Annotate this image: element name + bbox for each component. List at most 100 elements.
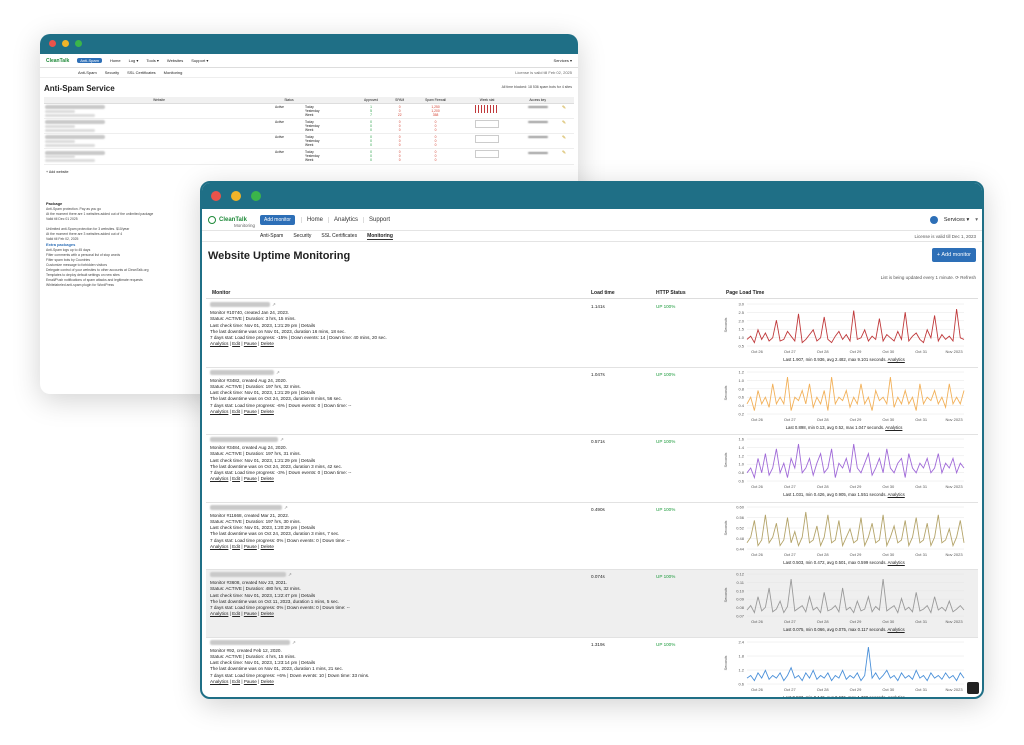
chart-analytics-link[interactable]: Analytics [887,492,905,498]
external-link-icon[interactable]: ↗ [288,572,292,577]
sfw-value[interactable]: 0 [434,120,437,125]
monitor-delete-link[interactable]: Delete [260,678,274,684]
spam-value[interactable]: 0 [398,150,401,155]
monitor-url[interactable]: ↗ [210,640,590,646]
spam-value[interactable]: 22 [397,113,402,117]
approved-value[interactable]: 0 [370,143,372,148]
site-name-blurred[interactable] [45,135,105,140]
external-link-icon[interactable]: ↗ [276,369,280,375]
external-link-icon[interactable]: ↗ [280,437,284,442]
pencil-icon[interactable]: ✎ [561,120,567,127]
back-product-pill[interactable]: Anti-Spam [77,58,102,63]
chart-analytics-link[interactable]: Analytics [887,627,905,633]
site-settings-blurred[interactable] [45,144,95,147]
back-tab[interactable]: SSL Certificates [127,70,156,75]
tab-anti-spam[interactable]: Anti-Spam [260,232,284,239]
menu-item-analytics[interactable]: Analytics [327,216,363,223]
approved-value[interactable]: 0 [370,139,372,144]
spam-value[interactable]: 0 [398,154,401,159]
col-monitor[interactable]: Monitor [212,290,231,296]
back-nav-item[interactable]: Log ▾ [128,58,139,63]
monitor-edit-link[interactable]: Edit [232,543,241,549]
site-name-blurred[interactable] [45,150,105,155]
monitor-analytics-link[interactable]: Analytics [210,678,229,684]
approved-value[interactable]: 0 [370,154,372,159]
sfw-value[interactable]: 0 [434,139,437,144]
approved-value[interactable]: 0 [370,158,372,163]
monitor-analytics-link[interactable]: Analytics [210,611,229,617]
monitor-delete-link[interactable]: Delete [260,543,274,549]
spam-value[interactable]: 0 [398,105,401,109]
sfw-value[interactable]: 1,200 [431,109,440,113]
back-nav-item[interactable]: Support ▾ [191,58,209,63]
approved-value[interactable]: 5 [370,109,372,113]
sfw-value[interactable]: 0 [434,135,437,140]
sfw-value[interactable]: 0 [434,124,437,129]
pencil-icon[interactable]: ✎ [561,135,567,142]
back-nav-item[interactable]: Home [109,58,121,63]
approved-value[interactable]: 0 [370,128,372,133]
chart-analytics-link[interactable]: Analytics [885,424,903,430]
monitor-pause-link[interactable]: Pause [243,341,257,347]
monitor-edit-link[interactable]: Edit [232,341,241,347]
monitor-analytics-link[interactable]: Analytics [210,543,229,549]
external-link-icon[interactable]: ↗ [292,639,296,645]
monitor-analytics-link[interactable]: Analytics [210,408,229,414]
back-services-menu[interactable]: Services ▾ [553,58,572,63]
spam-value[interactable]: 0 [398,128,401,133]
monitor-delete-link[interactable]: Delete [260,476,274,482]
maximize-dot[interactable] [251,191,261,201]
monitor-url-blurred[interactable] [210,572,286,578]
monitor-pause-link[interactable]: Pause [243,476,257,482]
approved-value[interactable]: 0 [370,124,372,129]
spam-value[interactable]: 0 [398,109,401,113]
add-website-link[interactable]: + Add website [46,169,69,174]
menu-item-home[interactable]: Home [300,216,328,223]
sfw-value[interactable]: 358 [432,113,439,117]
monitor-pause-link[interactable]: Pause [243,408,257,414]
monitor-pause-link[interactable]: Pause [243,611,257,617]
monitor-url-blurred[interactable] [210,504,282,510]
update-note[interactable]: List is being updated every 1 minute. ⟳ … [880,275,976,280]
back-tab[interactable]: Security [104,70,120,75]
minimize-dot[interactable] [62,40,69,47]
menu-item-support[interactable]: Support [363,216,395,223]
site-settings-blurred[interactable] [45,128,95,132]
sfw-value[interactable]: 0 [434,158,437,163]
monitor-analytics-link[interactable]: Analytics [210,341,229,347]
sfw-value[interactable]: 0 [434,128,437,133]
monitor-edit-link[interactable]: Edit [232,476,241,482]
monitor-url[interactable]: ↗ [210,572,590,578]
add-monitor-button[interactable]: + Add monitor [931,248,976,262]
external-link-icon[interactable]: ↗ [272,302,276,307]
monitor-pause-link[interactable]: Pause [243,678,257,684]
spam-value[interactable]: 0 [398,124,401,129]
back-tab[interactable]: Monitoring [163,70,183,75]
add-monitor-nav-button[interactable]: Add monitor [260,214,295,225]
monitor-url-blurred[interactable] [210,369,274,375]
sfw-value[interactable]: 0 [434,150,437,155]
monitor-url-blurred[interactable] [210,437,278,443]
monitor-delete-link[interactable]: Delete [260,611,274,617]
services-menu[interactable]: Services ▾ [943,217,970,223]
col-http-status[interactable]: HTTP Status [656,290,686,296]
monitor-analytics-link[interactable]: Analytics [210,476,229,482]
extra-packages-title[interactable]: Extra packages [46,241,76,247]
monitor-url[interactable]: ↗ [210,505,590,511]
notifications-icon[interactable] [929,216,938,224]
monitor-url[interactable]: ↗ [210,437,590,443]
approved-value[interactable]: 7 [370,113,372,117]
sfw-value[interactable]: 1,250 [431,105,440,109]
back-tab[interactable]: Anti-Spam [78,70,97,75]
approved-value[interactable]: 1 [370,105,372,109]
col-load-time[interactable]: Load time [591,290,615,296]
monitor-url-blurred[interactable] [210,639,290,645]
chevron-down-icon[interactable]: ▾ [975,217,978,223]
tab-security[interactable]: Security [293,232,312,239]
maximize-dot[interactable] [75,40,82,47]
sfw-value[interactable]: 0 [434,154,437,159]
chart-analytics-link[interactable]: Analytics [887,694,905,699]
spam-value[interactable]: 0 [398,120,401,125]
monitor-edit-link[interactable]: Edit [232,408,241,414]
spam-value[interactable]: 0 [398,143,401,148]
